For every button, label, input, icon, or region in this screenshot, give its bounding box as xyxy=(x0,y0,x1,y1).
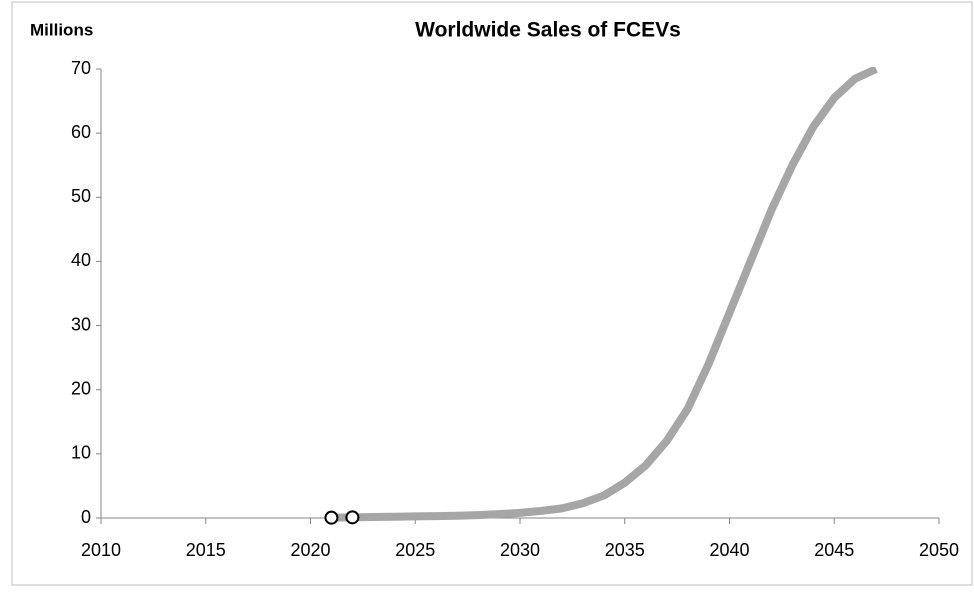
x-tick-label: 2025 xyxy=(395,540,435,560)
y-tick-label: 0 xyxy=(81,507,91,527)
chart-title: Worldwide Sales of FCEVs xyxy=(415,19,681,42)
y-tick-label: 50 xyxy=(71,186,91,206)
data-point xyxy=(324,510,339,525)
x-tick-label: 2050 xyxy=(919,540,959,560)
y-tick-label: 40 xyxy=(71,250,91,270)
x-tick-label: 2020 xyxy=(290,540,330,560)
y-tick-label: 10 xyxy=(71,443,91,463)
chart-border xyxy=(11,1,973,586)
data-line xyxy=(331,67,878,522)
y-tick-label: 60 xyxy=(71,122,91,142)
x-tick-label: 2015 xyxy=(186,540,226,560)
x-tick-label: 2045 xyxy=(814,540,854,560)
x-tick-label: 2035 xyxy=(605,540,645,560)
y-axis-label: Millions xyxy=(30,20,93,39)
x-tick-label: 2040 xyxy=(709,540,749,560)
x-tick-label: 2030 xyxy=(500,540,540,560)
y-tick-label: 20 xyxy=(71,378,91,398)
y-tick-label: 70 xyxy=(71,58,91,78)
data-point xyxy=(345,510,360,525)
x-tick-label: 2010 xyxy=(81,540,121,560)
y-tick-label: 30 xyxy=(71,314,91,334)
